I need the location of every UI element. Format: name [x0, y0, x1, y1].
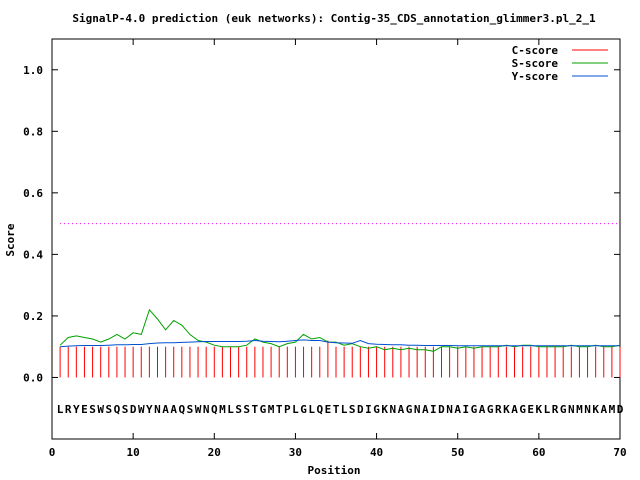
sequence-residue: K: [381, 403, 388, 416]
sequence-residue: R: [552, 403, 559, 416]
sequence-residue: W: [195, 403, 202, 416]
chart-title: SignalP-4.0 prediction (euk networks): C…: [72, 12, 596, 25]
plot-area: 0 10 20 30 40 50 60 700.00.20.40.60.81.0L R Y E S W S…: [23, 38, 627, 459]
sequence-residue: A: [162, 403, 169, 416]
sequence-residue: I: [463, 403, 470, 416]
y-tick-label: 1.0: [23, 64, 43, 77]
sequence-residue: L: [57, 403, 64, 416]
sequence-residue: T: [252, 403, 259, 416]
sequence-residue: S: [89, 403, 96, 416]
sequence-residue: D: [357, 403, 364, 416]
x-tick-label: 30: [289, 446, 302, 459]
sequence-residue: G: [471, 403, 478, 416]
sequence-residue: P: [284, 403, 291, 416]
sequence-residue: L: [227, 403, 234, 416]
s-score-line: [59, 308, 621, 352]
sequence-residue: N: [389, 403, 396, 416]
sequence-residue: Q: [316, 403, 323, 416]
y-axis-label: Score: [4, 223, 17, 256]
sequence-residue: N: [154, 403, 161, 416]
sequence-residue: A: [454, 403, 461, 416]
sequence-residue: S: [349, 403, 356, 416]
sequence-residue: A: [479, 403, 486, 416]
x-axis-label: Position: [308, 464, 361, 477]
sequence-residue: A: [398, 403, 405, 416]
sequence-residue: G: [519, 403, 526, 416]
sequence-residue: D: [130, 403, 137, 416]
sequence-residue: D: [438, 403, 445, 416]
y-tick-label: 0.0: [23, 371, 43, 384]
y-tick-label: 0.2: [23, 310, 43, 323]
x-tick-label: 10: [127, 446, 140, 459]
sequence-residue: G: [487, 403, 494, 416]
y-score-line: [60, 339, 620, 348]
plot-frame: [51, 38, 621, 440]
sequence-residue: R: [495, 403, 502, 416]
sequence-residue: N: [446, 403, 453, 416]
y-tick-label: 0.8: [23, 125, 43, 138]
x-tick-label: 60: [532, 446, 545, 459]
sequence-residue: Y: [146, 403, 153, 416]
sequence-residue: E: [527, 403, 534, 416]
sequence-residue: I: [365, 403, 372, 416]
sequence-residue: M: [576, 403, 583, 416]
sequence-residue: L: [308, 403, 315, 416]
sequence-residue: E: [81, 403, 88, 416]
sequence-residue: G: [300, 403, 307, 416]
sequence-residue: Q: [179, 403, 186, 416]
y-tick-label: 0.4: [23, 248, 43, 261]
sequence-residue: T: [276, 403, 283, 416]
sequence-residue: G: [260, 403, 267, 416]
x-tick-label: 70: [613, 446, 626, 459]
legend-label: Y-score: [512, 70, 559, 83]
sequence-residue: S: [105, 403, 112, 416]
sequence-residue: M: [609, 403, 616, 416]
legend-label: S-score: [512, 57, 559, 70]
sequence-residue: Y: [73, 403, 80, 416]
sequence-residue: A: [511, 403, 518, 416]
sequence-residue: E: [325, 403, 332, 416]
sequence-residue: A: [170, 403, 177, 416]
sequence-residue: K: [536, 403, 543, 416]
sequence-residue: S: [243, 403, 250, 416]
x-tick-label: 0: [49, 446, 56, 459]
sequence-residue: N: [584, 403, 591, 416]
sequence-residue: S: [122, 403, 129, 416]
sequence-residue: Q: [211, 403, 218, 416]
sequence-residue: R: [65, 403, 72, 416]
sequence-residue: N: [568, 403, 575, 416]
sequence-residue: G: [406, 403, 413, 416]
sequence-residue: N: [203, 403, 210, 416]
sequence-residue: M: [219, 403, 226, 416]
x-tick-label: 20: [208, 446, 221, 459]
x-tick-label: 40: [370, 446, 383, 459]
sequence-residue: N: [414, 403, 421, 416]
sequence-residue: T: [333, 403, 340, 416]
sequence-residue: W: [138, 403, 145, 416]
sequence-residue: G: [373, 403, 380, 416]
sequence-residue: L: [341, 403, 348, 416]
sequence-residue: D: [617, 403, 624, 416]
sequence-residue: W: [97, 403, 104, 416]
legend-label: C-score: [512, 44, 559, 57]
sequence-residue: S: [187, 403, 194, 416]
sequence-residue: M: [268, 403, 275, 416]
sequence-residue: Q: [114, 403, 121, 416]
sequence-residue: G: [560, 403, 567, 416]
sequence-residue: A: [600, 403, 607, 416]
sequence-residue: A: [422, 403, 429, 416]
sequence-residue: L: [544, 403, 551, 416]
sequence-residue: S: [235, 403, 242, 416]
sequence-residue: K: [592, 403, 599, 416]
sequence-residue: K: [503, 403, 510, 416]
x-tick-label: 50: [451, 446, 464, 459]
y-tick-label: 0.6: [23, 187, 43, 200]
sequence-residue: I: [430, 403, 437, 416]
sequence-residue: L: [292, 403, 299, 416]
